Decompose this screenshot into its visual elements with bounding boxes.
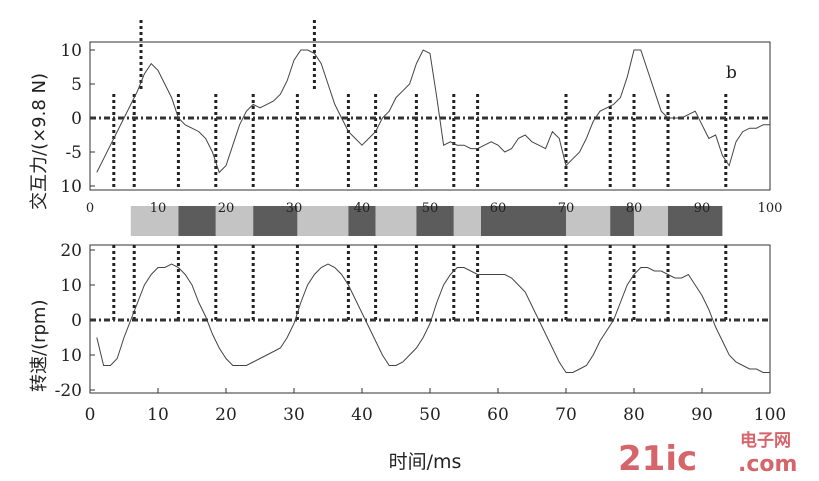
middle-x-tick-label: 10 bbox=[150, 201, 167, 216]
x-axis-label: 时间/ms bbox=[389, 451, 462, 473]
bottom-x-tick-label: 90 bbox=[691, 405, 713, 425]
bottom-x-tick-label: 0 bbox=[85, 405, 96, 425]
top-y-tick-label: -5 bbox=[65, 143, 82, 163]
top-y-ticks: 10 5 0 -5 10 bbox=[60, 41, 95, 197]
band-segment bbox=[375, 206, 417, 236]
top-plot-frame bbox=[89, 41, 771, 191]
band-segment bbox=[348, 206, 376, 236]
bottom-x-tick-label: 60 bbox=[487, 405, 509, 425]
middle-band: 0 10 20 30 40 50 60 70 80 90 100 bbox=[86, 201, 783, 236]
bottom-x-tick-label: 10 bbox=[147, 405, 169, 425]
top-vertical-markers bbox=[112, 20, 728, 190]
top-annotation: b bbox=[726, 63, 737, 83]
watermark-domain: .com bbox=[738, 452, 797, 477]
middle-x-tick-label: 0 bbox=[86, 201, 94, 216]
middle-x-tick-label: 50 bbox=[422, 201, 439, 216]
band-segment bbox=[634, 206, 668, 236]
top-y-tick-label: 10 bbox=[60, 177, 82, 197]
watermark-number: 21ic bbox=[618, 439, 697, 479]
bottom-speed-curve bbox=[96, 263, 770, 373]
band-segment bbox=[130, 206, 179, 236]
middle-x-tick-label: 40 bbox=[354, 201, 371, 216]
middle-x-tick-label: 80 bbox=[626, 201, 643, 216]
top-y-tick-label: 5 bbox=[71, 75, 82, 95]
bottom-x-ticks: 0 10 20 30 40 50 60 70 80 90 100 bbox=[85, 388, 786, 425]
bottom-y-tick-label: 0 bbox=[71, 311, 82, 331]
top-panel: 10 5 0 -5 10 b 交互力/(×9.8 N) bbox=[29, 20, 771, 210]
bottom-y-ticks: 20 10 0 10 -20 bbox=[55, 241, 95, 401]
bottom-y-label: 转速/(rpm) bbox=[29, 300, 50, 392]
bottom-x-tick-label: 40 bbox=[351, 405, 373, 425]
band-segment bbox=[610, 206, 634, 236]
band-segment bbox=[215, 206, 254, 236]
bottom-x-tick-label: 70 bbox=[555, 405, 577, 425]
top-y-label: 交互力/(×9.8 N) bbox=[29, 73, 50, 210]
band-segment bbox=[253, 206, 298, 236]
band-segment bbox=[297, 206, 349, 236]
bottom-x-tick-label: 30 bbox=[283, 405, 305, 425]
middle-x-tick-label: 60 bbox=[490, 201, 507, 216]
middle-x-tick-label: 30 bbox=[286, 201, 303, 216]
band-segment bbox=[668, 206, 723, 236]
bottom-x-tick-label: 80 bbox=[623, 405, 645, 425]
watermark-logo: 21ic 电子网 .com bbox=[618, 430, 797, 479]
top-y-tick-label: 0 bbox=[71, 109, 82, 129]
band-segment bbox=[178, 206, 216, 236]
bottom-y-tick-label: 10 bbox=[60, 346, 82, 366]
bottom-y-tick-label: 10 bbox=[60, 276, 82, 296]
band-segment bbox=[481, 206, 566, 236]
middle-x-tick-label: 70 bbox=[558, 201, 575, 216]
bottom-x-tick-label: 20 bbox=[215, 405, 237, 425]
bottom-y-tick-label: 20 bbox=[60, 241, 82, 261]
bottom-y-tick-label: -20 bbox=[55, 381, 82, 401]
top-force-curve bbox=[96, 49, 770, 174]
band-segment bbox=[453, 206, 481, 236]
bottom-vertical-markers bbox=[112, 245, 728, 322]
band-segments bbox=[130, 206, 723, 236]
band-segment bbox=[566, 206, 611, 236]
top-y-tick-label: 10 bbox=[60, 41, 82, 61]
middle-x-ticks: 0 10 20 30 40 50 60 70 80 90 100 bbox=[86, 201, 783, 216]
middle-x-tick-label: 20 bbox=[218, 201, 235, 216]
middle-x-tick-label: 100 bbox=[758, 201, 783, 216]
band-segment bbox=[416, 206, 454, 236]
bottom-x-tick-label: 50 bbox=[419, 405, 441, 425]
bottom-x-tick-label: 100 bbox=[754, 405, 786, 425]
watermark-chinese: 电子网 bbox=[740, 430, 791, 451]
middle-x-tick-label: 90 bbox=[694, 201, 711, 216]
